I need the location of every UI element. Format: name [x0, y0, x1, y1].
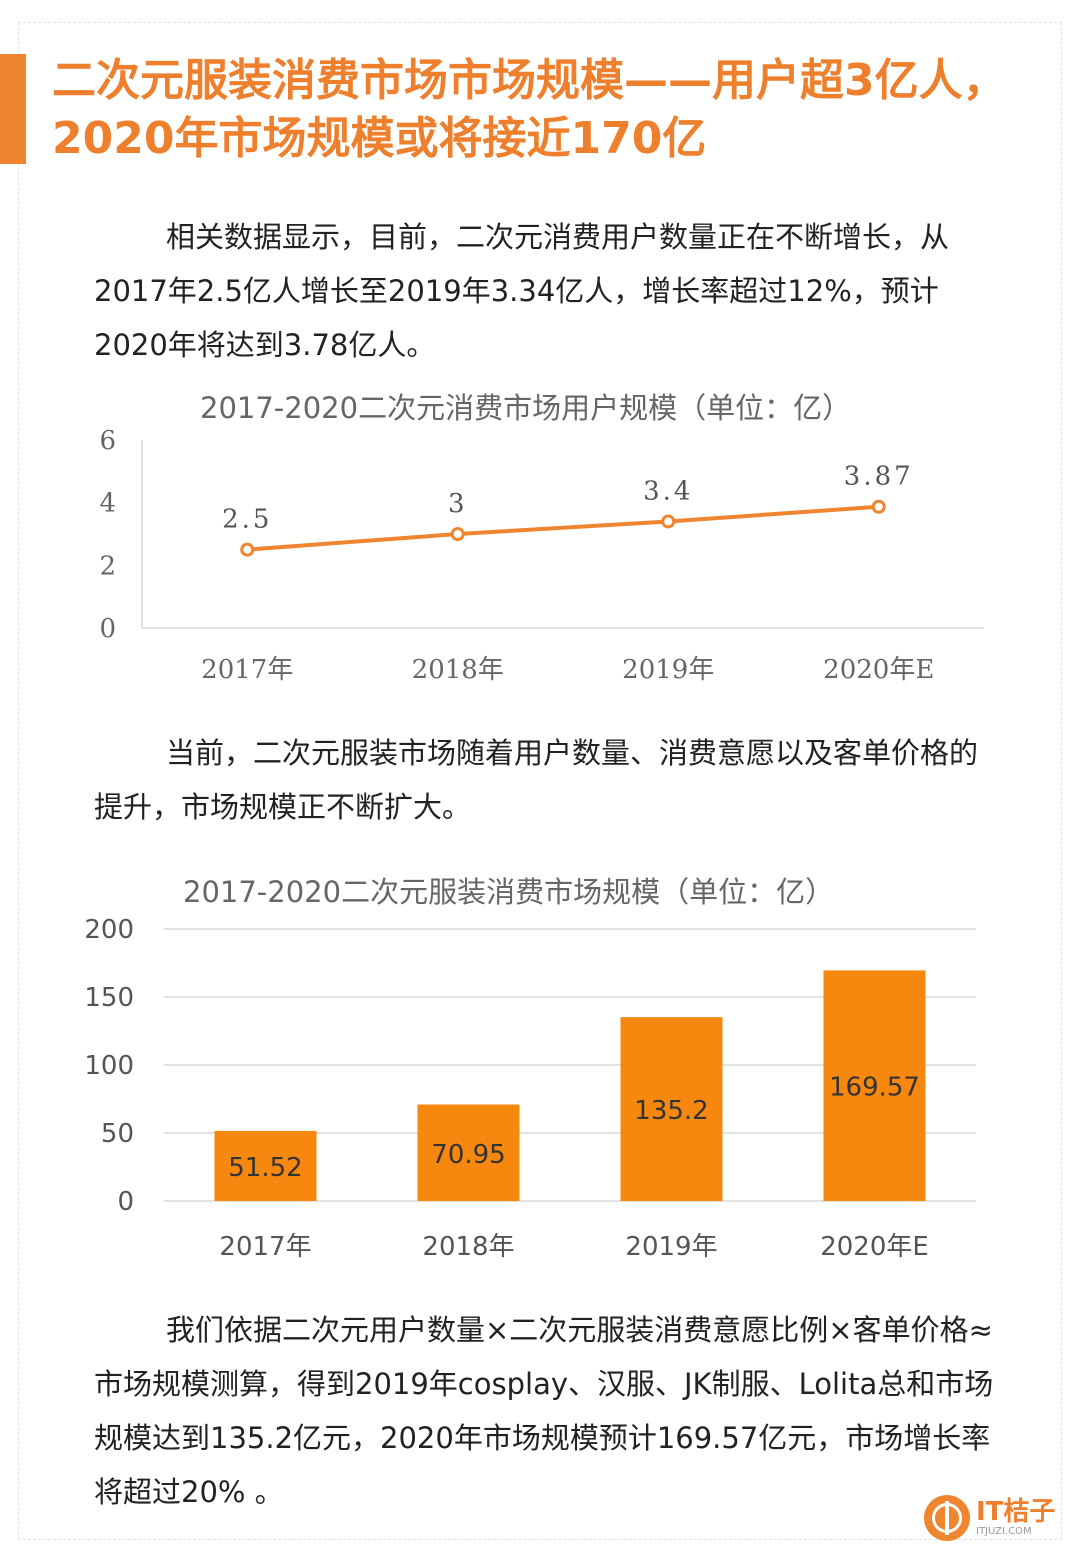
x-tick-label: 2018年 [422, 1232, 514, 1262]
data-point [661, 514, 676, 529]
logo-name: IT桔子 [976, 1497, 1056, 1527]
intro-paragraph: 相关数据显示，目前，二次元消费用户数量正在不断增长，从2017年2.5亿人增长至… [94, 220, 950, 362]
data-label: 3 [448, 489, 468, 519]
y-tick-label: 0 [117, 1187, 134, 1217]
bar-value-label: 135.2 [634, 1096, 708, 1126]
y-tick-label: 50 [101, 1119, 134, 1149]
middle-paragraph: 当前，二次元服装市场随着用户数量、消费意愿以及客单价格的提升，市场规模正不断扩大… [94, 736, 979, 824]
data-point [240, 542, 255, 557]
x-tick-label: 2019年 [622, 655, 714, 685]
bar [620, 1017, 723, 1201]
page-title: 二次元服装消费市场市场规模——用户超3亿人，2020年市场规模或将接近170亿 [52, 55, 1007, 164]
y-tick-label: 4 [99, 489, 116, 519]
data-point [450, 527, 465, 541]
x-tick-label: 2020年E [823, 655, 934, 685]
bar [417, 1104, 520, 1201]
user-scale-line-chart: 0 2 4 6 2017年 2018年 2019年 2020年E 2.5 3 3.4 3.87 [99, 426, 984, 685]
y-tick-label: 0 [99, 614, 116, 644]
logo-url: ITJUZI.COM [976, 1526, 1032, 1537]
bar [823, 970, 926, 1201]
bar [214, 1130, 317, 1201]
bar-value-label: 169.57 [829, 1073, 920, 1103]
x-tick-label: 2020年E [820, 1232, 929, 1262]
data-label: 3.87 [844, 462, 914, 492]
y-tick-label: 6 [99, 426, 116, 456]
data-label: 2.5 [222, 505, 272, 535]
bar-value-label: 70.95 [431, 1140, 505, 1170]
market-size-chart-title: 2017-2020二次元服装消费市场规模（单位：亿） [183, 875, 835, 909]
series-line [247, 504, 879, 552]
title-accent-bar [0, 54, 26, 164]
y-tick-label: 100 [84, 1051, 134, 1081]
market-size-bar-chart: 0 50 100 150 200 2017年 2018年 2019年 2020年E 51.52 70… [84, 915, 976, 1262]
user-scale-chart-title: 2017-2020二次元消费市场用户规模（单位：亿） [200, 391, 852, 425]
itjuzi-logo: IT桔子 ITJUZI.COM [924, 1495, 1055, 1541]
x-tick-label: 2019年 [625, 1232, 717, 1262]
data-label: 3.4 [643, 476, 693, 506]
x-tick-label: 2017年 [201, 655, 293, 685]
orange-slice-icon [924, 1495, 970, 1541]
conclusion-paragraph: 我们依据二次元用户数量×二次元服装消费意愿比例×客单价格≈市场规模测算，得到20… [94, 1313, 994, 1509]
x-tick-label: 2017年 [219, 1232, 311, 1262]
bar-value-label: 51.52 [228, 1153, 302, 1183]
y-tick-label: 150 [84, 983, 134, 1013]
y-tick-label: 200 [84, 915, 134, 945]
y-tick-label: 2 [99, 551, 116, 581]
x-tick-label: 2018年 [412, 655, 504, 685]
data-point [871, 499, 886, 514]
